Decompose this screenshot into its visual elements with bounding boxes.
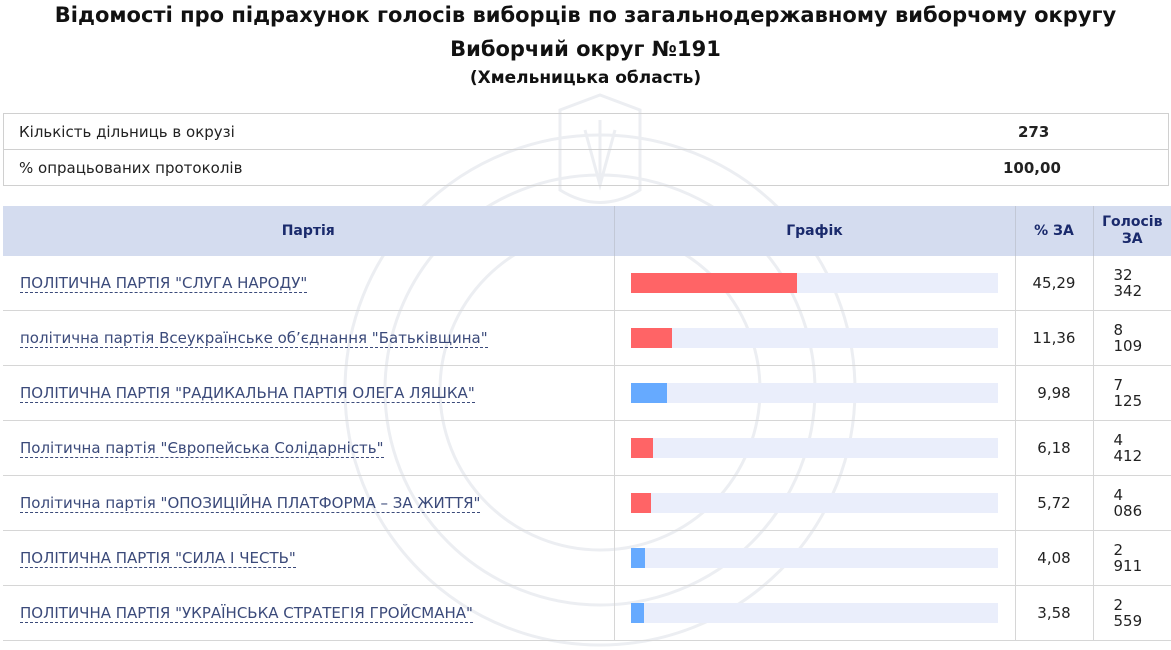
table-row: ПОЛІТИЧНА ПАРТІЯ "РАДИКАЛЬНА ПАРТІЯ ОЛЕГ…	[3, 365, 1171, 421]
bar-fill	[630, 603, 644, 623]
votes-cell: 4 412	[1093, 420, 1171, 476]
votes-units: 109	[1113, 337, 1143, 355]
votes-thousands: 2	[1113, 541, 1124, 559]
party-link[interactable]: Політична партія "ОПОЗИЦІЙНА ПЛАТФОРМА –…	[20, 493, 481, 513]
pct-cell: 4,08	[1015, 530, 1094, 586]
votes-thousands: 4	[1113, 486, 1124, 504]
party-link[interactable]: ПОЛІТИЧНА ПАРТІЯ "УКРАЇНСЬКА СТРАТЕГІЯ Г…	[20, 603, 473, 623]
table-row: Політична партія "Європейська Солідарніс…	[3, 420, 1171, 476]
party-link[interactable]: ПОЛІТИЧНА ПАРТІЯ "РАДИКАЛЬНА ПАРТІЯ ОЛЕГ…	[20, 383, 475, 403]
header-party[interactable]: Партія	[3, 206, 615, 256]
chart-cell	[614, 365, 1016, 421]
summary-row: Кількість дільниць в окрузі 273	[3, 113, 1169, 150]
chart-cell	[614, 256, 1016, 311]
bar-track	[630, 548, 998, 568]
chart-cell	[614, 310, 1016, 366]
summary-label: Кількість дільниць в окрузі	[3, 113, 996, 150]
party-cell: ПОЛІТИЧНА ПАРТІЯ "СИЛА І ЧЕСТЬ"	[3, 530, 615, 586]
party-link[interactable]: ПОЛІТИЧНА ПАРТІЯ "СИЛА І ЧЕСТЬ"	[20, 548, 296, 568]
bar-track	[630, 273, 998, 293]
bar-track	[630, 328, 998, 348]
party-cell: Політична партія "Європейська Солідарніс…	[3, 420, 615, 476]
bar-track	[630, 383, 998, 403]
chart-cell	[614, 585, 1016, 641]
table-row: ПОЛІТИЧНА ПАРТІЯ "СЛУГА НАРОДУ" 45,29 32 34…	[3, 256, 1171, 311]
votes-cell: 7 125	[1093, 365, 1171, 421]
votes-cell: 32 342	[1093, 256, 1171, 311]
pct-cell: 3,58	[1015, 585, 1094, 641]
summary-label: % опрацьованих протоколів	[19, 158, 243, 177]
district-title: Виборчий округ №191	[450, 37, 721, 61]
summary-value: 273	[996, 113, 1169, 150]
summary-value: 100,00	[1003, 158, 1061, 177]
table-row: політична партія Всеукраїнське об’єднанн…	[3, 310, 1171, 366]
bar-fill	[630, 328, 673, 348]
votes-thousands: 32	[1113, 266, 1133, 284]
chart-cell	[614, 530, 1016, 586]
bar-fill	[630, 493, 652, 513]
party-cell: ПОЛІТИЧНА ПАРТІЯ "УКРАЇНСЬКА СТРАТЕГІЯ Г…	[3, 585, 615, 641]
table-row: ПОЛІТИЧНА ПАРТІЯ "СИЛА І ЧЕСТЬ" 4,08 2 911	[3, 530, 1171, 586]
bar-fill	[630, 273, 797, 293]
bar-fill	[630, 438, 654, 458]
header-votes[interactable]: Голосів ЗА	[1093, 206, 1171, 256]
votes-thousands: 8	[1113, 321, 1124, 339]
votes-units: 911	[1113, 557, 1143, 575]
results-header-row: Партія Графік % ЗА Голосів ЗА	[3, 206, 1171, 256]
bar-track	[630, 603, 998, 623]
party-cell: Політична партія "ОПОЗИЦІЙНА ПЛАТФОРМА –…	[3, 475, 615, 531]
bar-track	[630, 438, 998, 458]
summary-table: Кількість дільниць в окрузі 273 % опраць…	[3, 113, 1169, 186]
party-link[interactable]: Політична партія "Європейська Солідарніс…	[20, 438, 384, 458]
votes-units: 125	[1113, 392, 1143, 410]
votes-units: 086	[1113, 502, 1143, 520]
table-row: Політична партія "ОПОЗИЦІЙНА ПЛАТФОРМА –…	[3, 475, 1171, 531]
chart-cell	[614, 475, 1016, 531]
party-link[interactable]: ПОЛІТИЧНА ПАРТІЯ "СЛУГА НАРОДУ"	[20, 273, 308, 293]
pct-cell: 11,36	[1015, 310, 1094, 366]
party-cell: ПОЛІТИЧНА ПАРТІЯ "СЛУГА НАРОДУ"	[3, 256, 615, 311]
chart-cell	[614, 420, 1016, 476]
party-link[interactable]: політична партія Всеукраїнське об’єднанн…	[20, 328, 488, 348]
bar-track	[630, 493, 998, 513]
votes-cell: 2 911	[1093, 530, 1171, 586]
votes-thousands: 4	[1113, 431, 1124, 449]
bar-fill	[630, 383, 668, 403]
pct-cell: 9,98	[1015, 365, 1094, 421]
votes-units: 412	[1113, 447, 1143, 465]
votes-cell: 8 109	[1093, 310, 1171, 366]
pct-cell: 45,29	[1015, 256, 1094, 311]
votes-units: 342	[1113, 282, 1143, 300]
votes-thousands: 7	[1113, 376, 1124, 394]
votes-cell: 4 086	[1093, 475, 1171, 531]
votes-units: 559	[1113, 612, 1143, 630]
votes-cell: 2 559	[1093, 585, 1171, 641]
table-row: ПОЛІТИЧНА ПАРТІЯ "УКРАЇНСЬКА СТРАТЕГІЯ Г…	[3, 585, 1171, 641]
results-table: Партія Графік % ЗА Голосів ЗА ПОЛІТИЧНА …	[3, 206, 1171, 641]
region-subtitle: (Хмельницька область)	[469, 68, 702, 88]
bar-fill	[630, 548, 646, 568]
page-title: Відомості про підрахунок голосів виборці…	[54, 3, 1117, 27]
votes-thousands: 2	[1113, 596, 1124, 614]
party-cell: політична партія Всеукраїнське об’єднанн…	[3, 310, 615, 366]
pct-cell: 6,18	[1015, 420, 1094, 476]
header-chart[interactable]: Графік	[614, 206, 1016, 256]
header-pct[interactable]: % ЗА	[1015, 206, 1094, 256]
summary-row: % опрацьованих протоколів 100,00	[4, 150, 1169, 186]
pct-cell: 5,72	[1015, 475, 1094, 531]
party-cell: ПОЛІТИЧНА ПАРТІЯ "РАДИКАЛЬНА ПАРТІЯ ОЛЕГ…	[3, 365, 615, 421]
